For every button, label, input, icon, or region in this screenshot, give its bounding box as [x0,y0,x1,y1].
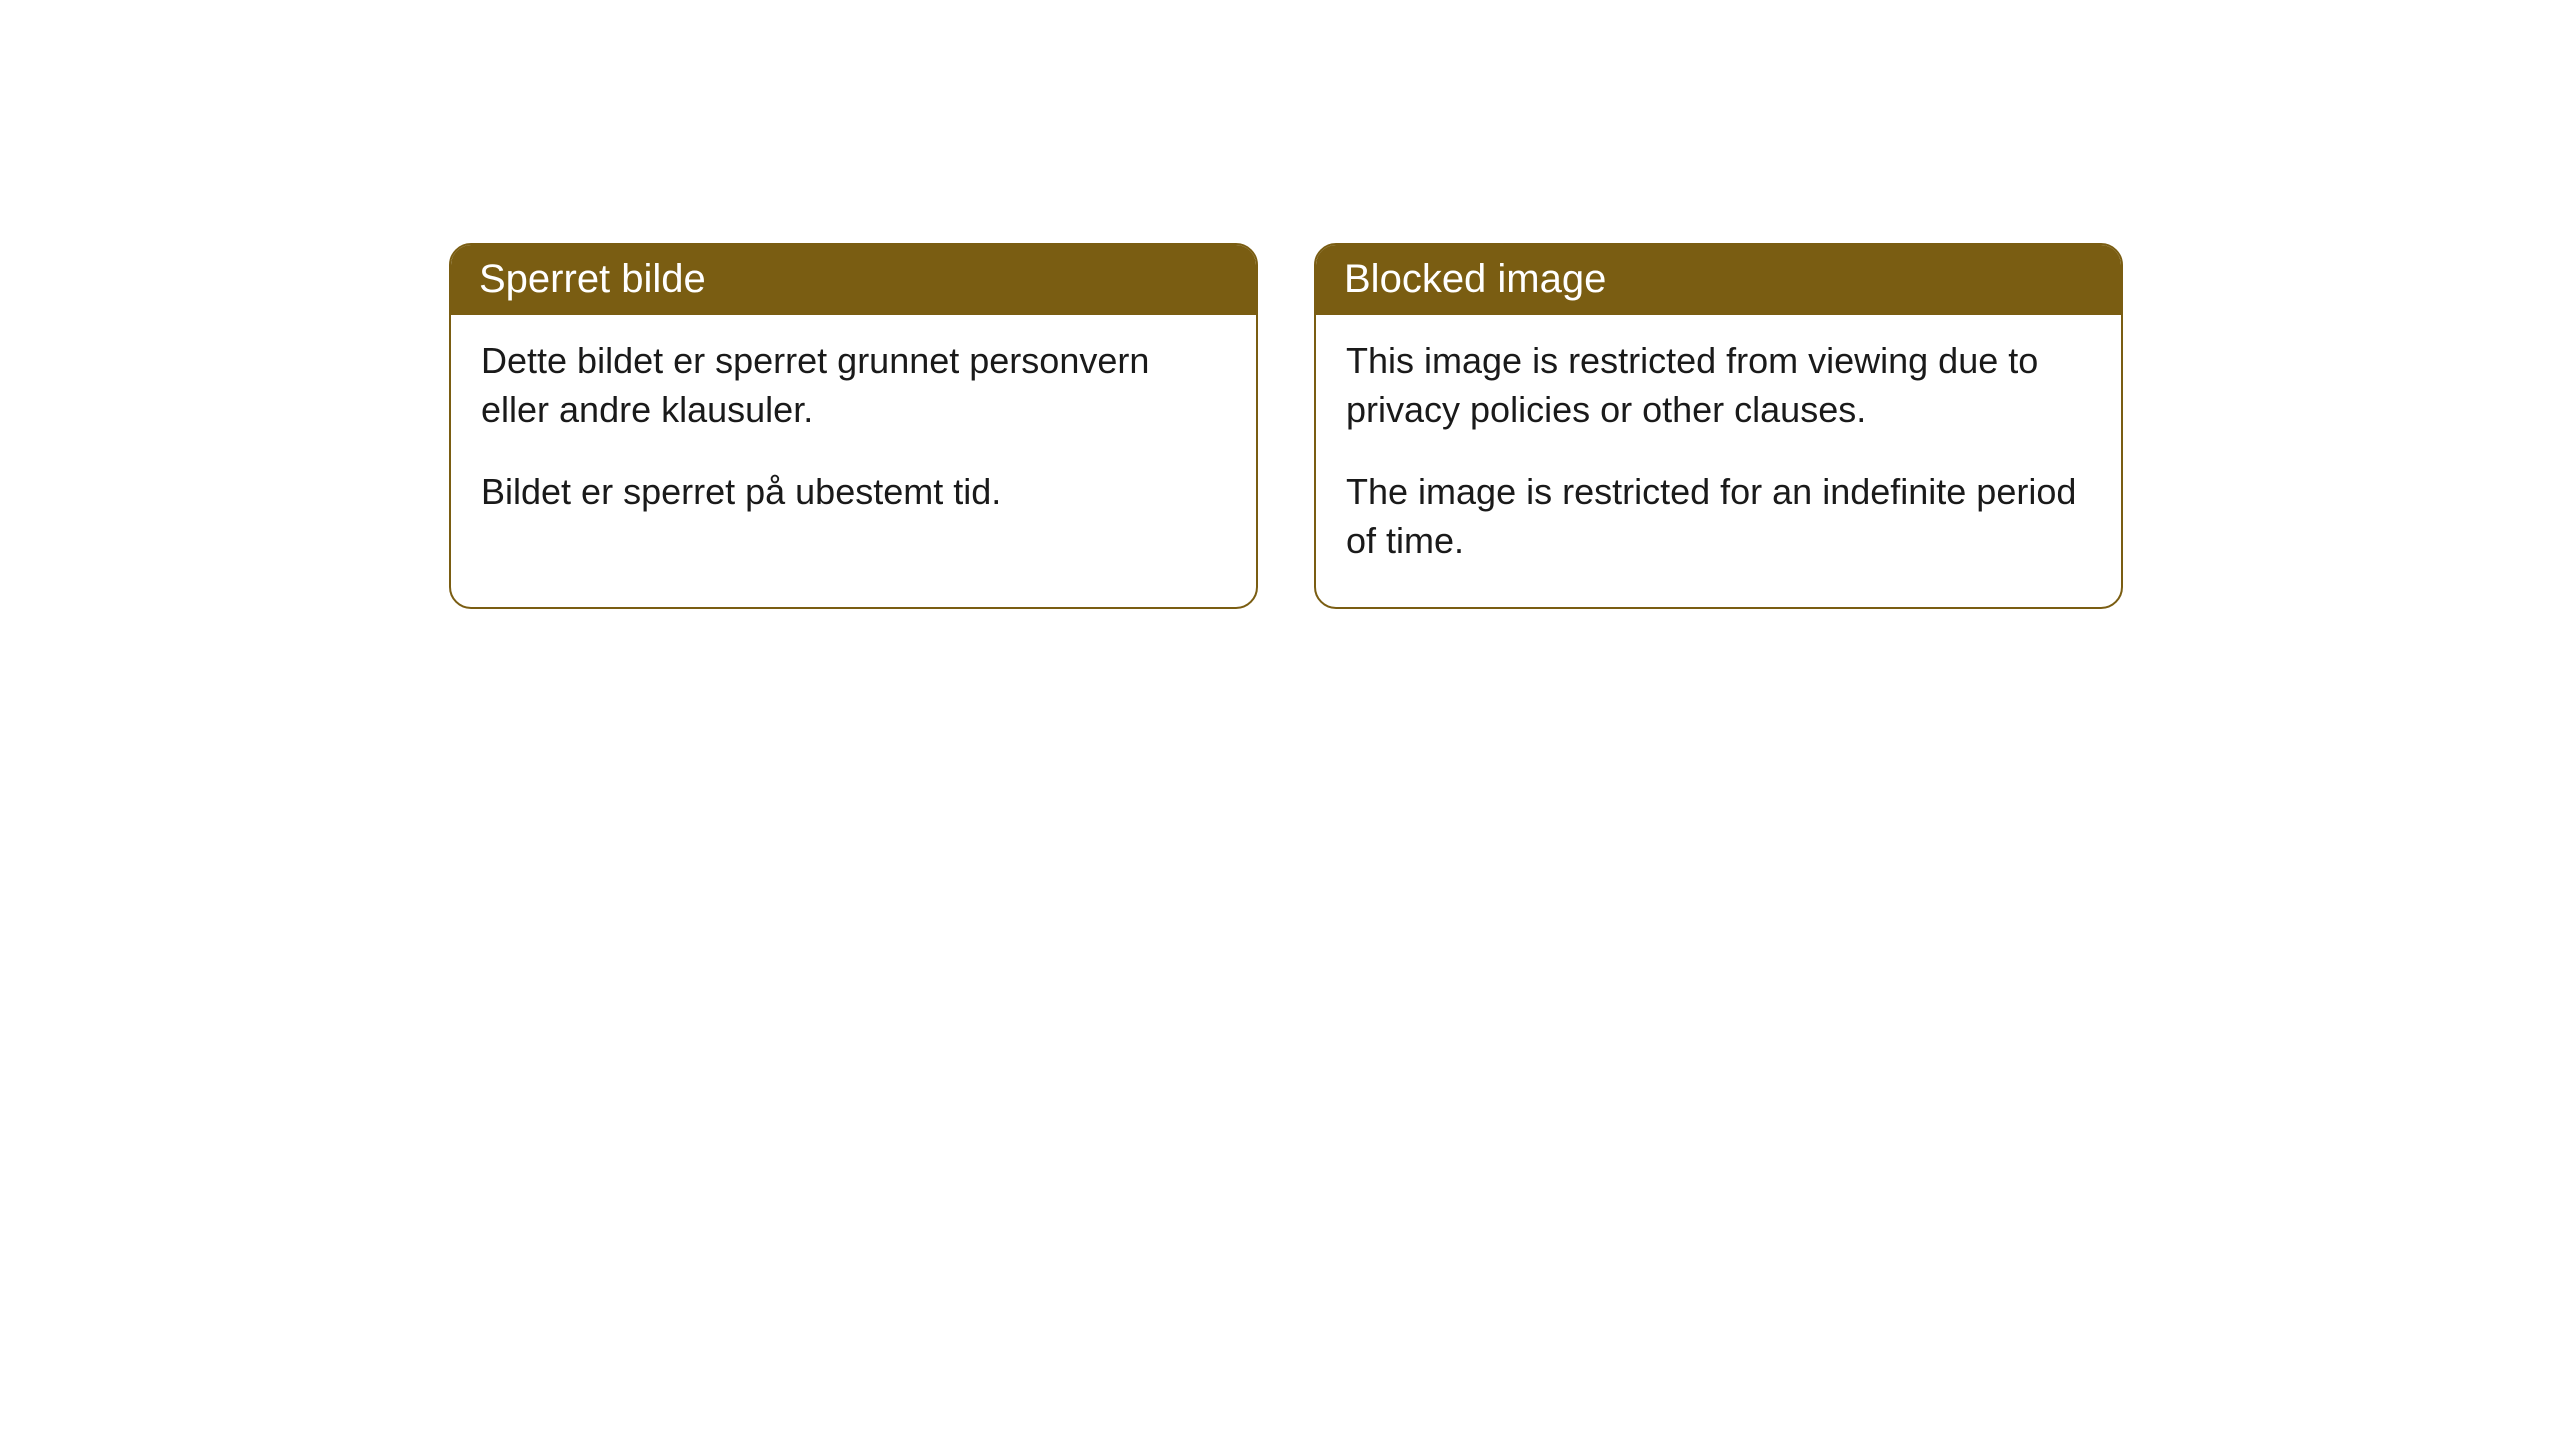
blocked-image-card-no: Sperret bilde Dette bildet er sperret gr… [449,243,1258,609]
notice-container: Sperret bilde Dette bildet er sperret gr… [449,243,2123,609]
card-paragraph: This image is restricted from viewing du… [1346,337,2091,434]
card-paragraph: Dette bildet er sperret grunnet personve… [481,337,1226,434]
blocked-image-card-en: Blocked image This image is restricted f… [1314,243,2123,609]
card-paragraph: The image is restricted for an indefinit… [1346,468,2091,565]
card-paragraph: Bildet er sperret på ubestemt tid. [481,468,1226,517]
card-header: Blocked image [1316,245,2121,315]
card-body: This image is restricted from viewing du… [1316,315,2121,607]
card-body: Dette bildet er sperret grunnet personve… [451,315,1256,559]
card-header: Sperret bilde [451,245,1256,315]
